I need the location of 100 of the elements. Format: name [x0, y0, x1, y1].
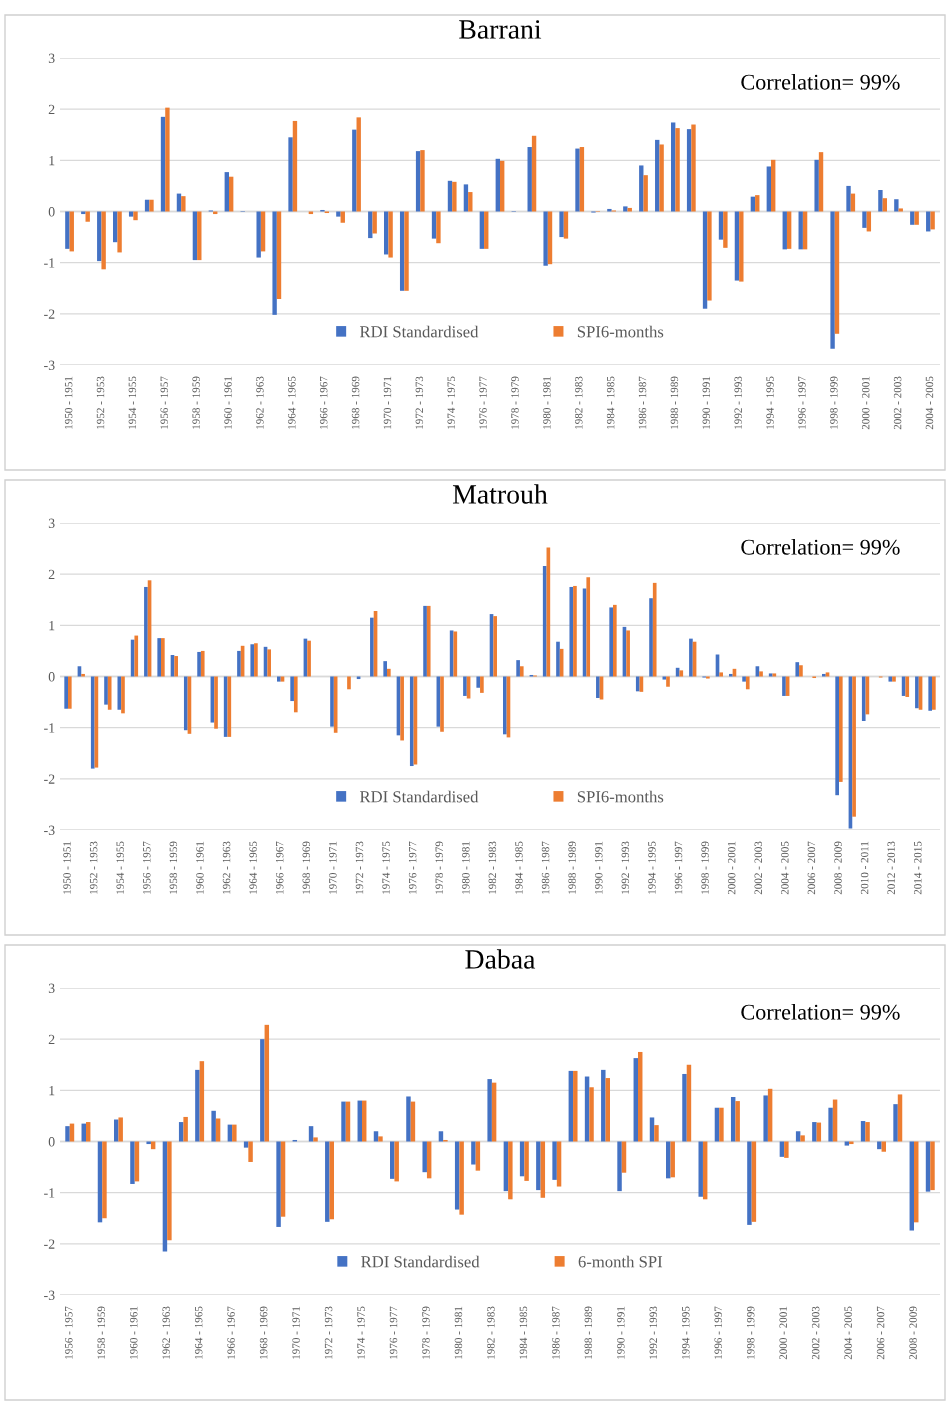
x-tick-label: 1972 - 1973: [324, 1306, 333, 1359]
bar: [502, 676, 507, 735]
bar: [128, 211, 134, 217]
bar: [293, 676, 298, 713]
x-tick-label: 1976 - 1977: [408, 841, 417, 894]
bar: [183, 676, 188, 731]
x-tick-label: 1960 - 1961: [196, 841, 204, 894]
bar: [812, 1122, 817, 1142]
x-tick-label: 1962 - 1963: [222, 841, 231, 894]
bar: [117, 211, 122, 253]
bar: [575, 148, 580, 212]
bar: [882, 198, 887, 212]
bar: [160, 116, 166, 212]
bar: [719, 672, 723, 677]
x-tick-label: 1984 - 1985: [606, 376, 615, 429]
y-tick-label: 1: [49, 1085, 55, 1096]
bar: [846, 185, 851, 212]
x-tick-label: 1974 - 1975: [357, 1306, 365, 1359]
bar: [476, 676, 481, 688]
bar: [763, 1095, 768, 1142]
bar: [250, 644, 255, 677]
bar: [144, 586, 148, 677]
x-tick-label: 2008 - 2009: [909, 1306, 917, 1360]
bar: [670, 1141, 675, 1178]
bar: [276, 211, 282, 299]
bar: [267, 649, 272, 677]
bar: [814, 159, 819, 212]
bar: [742, 676, 746, 682]
y-tick-label: 3: [48, 53, 55, 63]
bar: [453, 631, 458, 677]
y-tick-label: 3: [48, 983, 55, 993]
bar: [723, 211, 728, 248]
bar: [573, 585, 577, 677]
x-tick-label: 1976 - 1977: [479, 376, 487, 429]
bar: [174, 656, 178, 677]
bar: [654, 1125, 659, 1142]
chart-title: Dabaa: [465, 949, 536, 969]
bar: [400, 676, 404, 741]
bar: [64, 676, 68, 709]
y-tick-label: 1: [49, 155, 55, 166]
bar: [228, 176, 234, 212]
bar: [689, 638, 693, 677]
y-tick-label: -1: [44, 1188, 55, 1198]
bar: [698, 1141, 703, 1197]
bar: [224, 172, 229, 212]
x-tick-label: 2004 - 2005: [844, 1306, 852, 1360]
bar: [838, 676, 843, 782]
bar: [423, 605, 427, 677]
x-tick-label: 1952 - 1953: [89, 841, 98, 894]
bar: [745, 676, 750, 690]
x-tick-label: 1954 - 1955: [128, 376, 137, 429]
bar: [584, 1076, 590, 1142]
bar: [607, 208, 612, 212]
y-tick-label: -3: [44, 825, 55, 835]
bar: [280, 676, 285, 682]
bar: [192, 211, 198, 261]
y-tick-label: -2: [44, 774, 55, 784]
bar: [237, 650, 241, 677]
bar: [691, 124, 696, 212]
bar: [686, 1064, 692, 1142]
x-tick-label: 1960 - 1961: [129, 1306, 138, 1359]
bar: [734, 211, 740, 281]
bar: [865, 1122, 870, 1142]
bar: [487, 1079, 492, 1142]
bar: [463, 676, 467, 696]
bar: [609, 607, 613, 677]
x-tick-label: 2000 - 2001: [861, 376, 870, 430]
bar: [459, 1141, 464, 1215]
x-tick-label: 1964 - 1965: [194, 1306, 203, 1359]
x-tick-label: 1956 - 1957: [143, 841, 151, 894]
bar: [782, 676, 786, 696]
bar: [930, 211, 935, 230]
bar: [702, 211, 708, 309]
x-tick-label: 1984 - 1985: [515, 841, 523, 894]
x-tick-label: 2000 - 2001: [727, 841, 736, 895]
bar: [260, 1039, 265, 1142]
bar: [383, 661, 388, 677]
bar: [313, 1137, 318, 1142]
bar: [227, 676, 232, 737]
bar: [181, 196, 186, 212]
bar: [768, 673, 773, 677]
y-tick-label: 3: [48, 518, 55, 528]
x-tick-label: 1968 - 1969: [302, 841, 311, 894]
bar: [493, 616, 498, 677]
bar: [623, 206, 628, 212]
bar: [747, 1141, 752, 1225]
x-tick-label: 1998 - 1999: [830, 376, 838, 429]
bar: [178, 1122, 184, 1142]
y-tick-label: -3: [44, 1290, 55, 1300]
bar: [410, 1101, 416, 1142]
bar: [195, 1069, 200, 1142]
bar: [862, 211, 867, 228]
x-tick-label: 1996 - 1997: [714, 1306, 722, 1359]
x-tick-label: 1990 - 1991: [702, 376, 711, 429]
x-tick-label: 2006 - 2007: [876, 1306, 885, 1360]
x-tick-label: 2008 - 2009: [834, 841, 842, 895]
x-tick-label: 1974 - 1975: [447, 376, 455, 429]
bar: [714, 1107, 720, 1142]
bar: [422, 1141, 427, 1173]
x-tick-label: 2002 - 2003: [811, 1306, 820, 1360]
